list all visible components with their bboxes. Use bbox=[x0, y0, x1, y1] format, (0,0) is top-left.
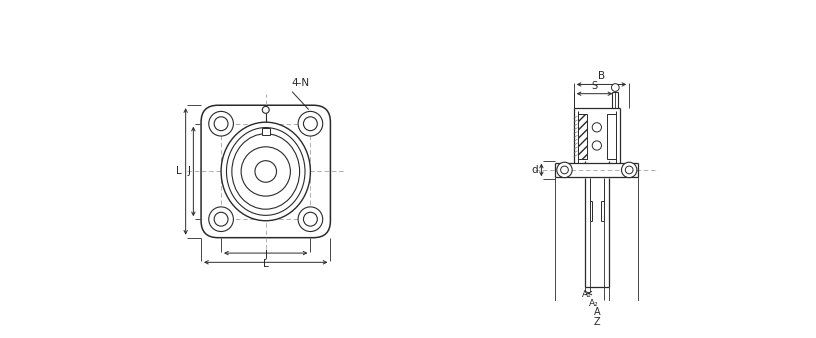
Bar bbox=[578, 114, 587, 159]
Bar bbox=[262, 128, 269, 135]
Text: S: S bbox=[592, 80, 597, 91]
Text: J: J bbox=[188, 166, 190, 176]
Bar bbox=[607, 114, 616, 159]
Circle shape bbox=[304, 212, 317, 226]
Circle shape bbox=[298, 207, 322, 232]
Circle shape bbox=[622, 162, 636, 178]
Text: J: J bbox=[264, 250, 268, 260]
Ellipse shape bbox=[255, 161, 277, 182]
Ellipse shape bbox=[232, 134, 299, 209]
Text: A: A bbox=[593, 307, 600, 317]
Circle shape bbox=[298, 112, 322, 136]
Circle shape bbox=[561, 166, 569, 174]
Text: d: d bbox=[532, 165, 539, 175]
Ellipse shape bbox=[221, 122, 310, 221]
Ellipse shape bbox=[227, 127, 305, 215]
Ellipse shape bbox=[241, 147, 290, 196]
Circle shape bbox=[304, 117, 317, 131]
Circle shape bbox=[214, 212, 228, 226]
Circle shape bbox=[214, 117, 228, 131]
Circle shape bbox=[209, 112, 233, 136]
Text: L: L bbox=[176, 166, 182, 176]
Circle shape bbox=[209, 207, 233, 232]
Circle shape bbox=[592, 123, 601, 132]
Text: 4-N: 4-N bbox=[292, 78, 310, 88]
FancyBboxPatch shape bbox=[201, 105, 330, 238]
Circle shape bbox=[592, 141, 601, 150]
Text: L: L bbox=[263, 259, 268, 269]
Circle shape bbox=[625, 166, 633, 174]
Circle shape bbox=[262, 106, 269, 113]
Text: A₁: A₁ bbox=[583, 290, 592, 299]
Text: B: B bbox=[598, 71, 605, 81]
Text: Z: Z bbox=[593, 317, 600, 327]
Text: A₂: A₂ bbox=[589, 298, 599, 308]
Circle shape bbox=[611, 84, 619, 91]
Circle shape bbox=[557, 162, 572, 178]
